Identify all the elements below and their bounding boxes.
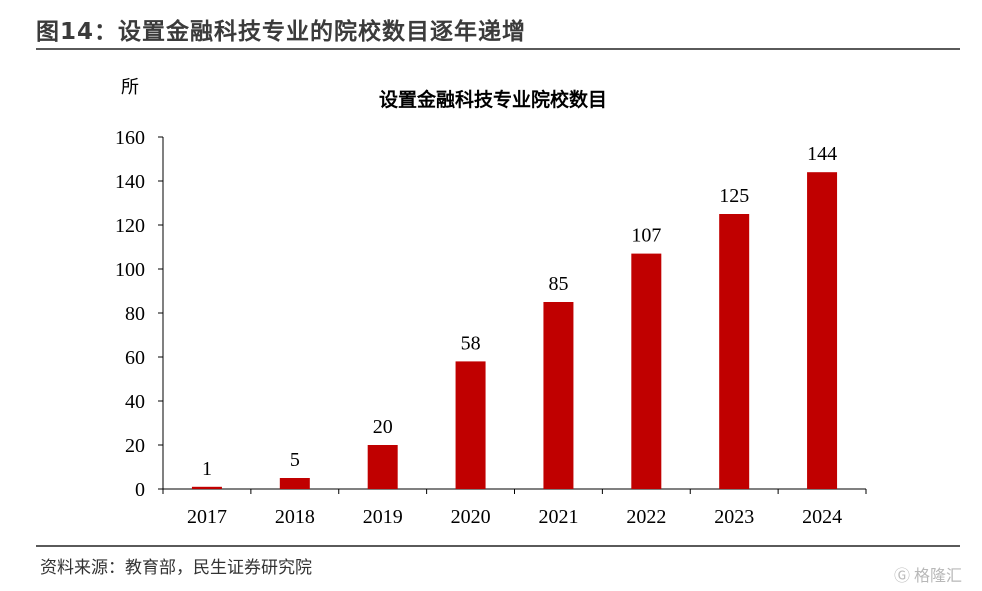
- bar-2019: [367, 445, 398, 489]
- y-tick-label: 160: [115, 127, 145, 149]
- bar-2021: [543, 302, 574, 489]
- bar-2018: [279, 478, 310, 489]
- bars: [191, 172, 838, 489]
- top-divider: [36, 48, 960, 50]
- category-label-2020: 2020: [451, 506, 491, 528]
- glh-logo-icon: Ⓖ: [893, 566, 910, 585]
- y-axis-unit-label: 所: [121, 77, 139, 98]
- chart-title: 设置金融科技专业院校数目: [379, 88, 607, 111]
- data-label-2021: 85: [548, 273, 568, 295]
- bar-2023: [719, 214, 750, 489]
- x-ticks: [162, 489, 867, 494]
- category-label-2021: 2021: [538, 506, 578, 528]
- y-tick-label: 80: [125, 303, 145, 325]
- category-label-2024: 2024: [802, 506, 842, 528]
- bottom-divider: [36, 545, 960, 547]
- figure-title: 图14：设置金融科技专业的院校数目逐年递增: [36, 19, 527, 45]
- category-label-2017: 2017: [187, 506, 227, 528]
- bar-2022: [631, 253, 662, 489]
- y-tick-label: 40: [125, 391, 145, 413]
- y-tick-label: 20: [125, 435, 145, 457]
- data-label-2024: 144: [807, 143, 837, 165]
- source-note: 资料来源：教育部，民生证券研究院: [40, 558, 312, 578]
- category-label-2023: 2023: [714, 506, 754, 528]
- data-label-2023: 125: [719, 185, 749, 207]
- watermark-text: 格隆汇: [913, 566, 962, 585]
- y-tick-label: 0: [135, 479, 145, 501]
- data-label-2019: 20: [373, 416, 393, 438]
- data-label-2017: 1: [202, 458, 212, 480]
- bar-2020: [455, 361, 486, 489]
- bar-2017: [191, 486, 222, 489]
- watermark: Ⓖ 格隆汇: [894, 562, 962, 586]
- y-tick-label: 120: [115, 215, 145, 237]
- data-label-2020: 58: [461, 332, 481, 354]
- category-label-2022: 2022: [626, 506, 666, 528]
- y-tick-label: 100: [115, 259, 145, 281]
- data-label-2018: 5: [290, 449, 300, 471]
- category-labels: 2017 2018 2019 2020 2021 2022 2023 2024: [187, 506, 842, 528]
- data-labels: 1 5 20 58 85 107 125 144: [202, 143, 837, 480]
- bar-2024: [807, 172, 838, 489]
- data-label-2022: 107: [631, 225, 661, 247]
- y-tick-label: 60: [125, 347, 145, 369]
- category-label-2019: 2019: [363, 506, 403, 528]
- category-label-2018: 2018: [275, 506, 315, 528]
- y-ticks: 0 20 40 60 80 100 120 140 160: [115, 127, 163, 501]
- y-tick-label: 140: [115, 171, 145, 193]
